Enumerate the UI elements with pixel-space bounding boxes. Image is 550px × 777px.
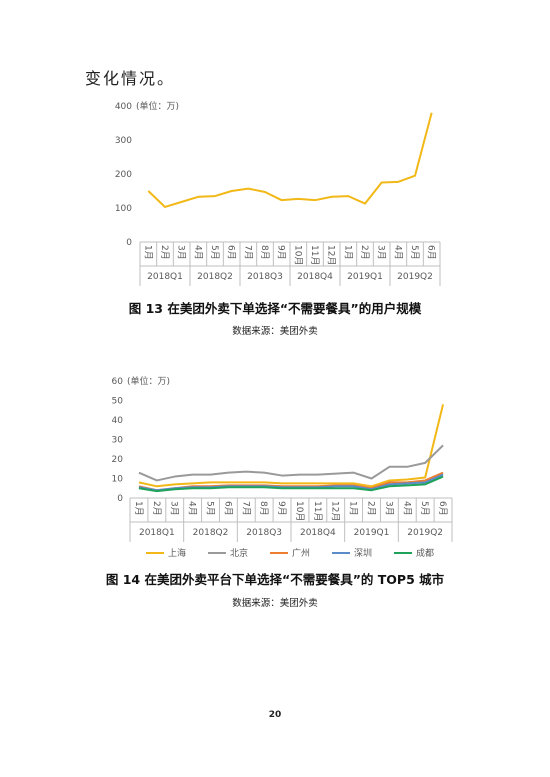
- x-tick-label: 8月: [258, 501, 269, 516]
- legend-label: 上海: [168, 547, 186, 559]
- y-tick-label: 0: [117, 494, 123, 504]
- line-series: [138, 404, 445, 488]
- x-tick-label: 10月: [292, 245, 303, 265]
- y-tick-label: 40: [112, 416, 124, 426]
- group-label: 2018Q4: [300, 528, 336, 538]
- chart-caption: 图 13 在美团外卖下单选择“不需要餐具”的用户规模: [129, 301, 422, 316]
- x-tick-label: 4月: [392, 245, 403, 260]
- group-label: 2019Q1: [347, 272, 383, 282]
- x-tick-label: 6月: [226, 245, 237, 260]
- chart-source: 数据来源：美团外卖: [232, 325, 318, 337]
- x-tick-label: 11月: [312, 501, 323, 521]
- y-tick-label: 30: [112, 436, 124, 446]
- x-tick-label: 3月: [169, 501, 180, 516]
- x-tick-label: 3月: [383, 501, 394, 516]
- group-label: 2018Q2: [197, 272, 233, 282]
- x-tick-label: 2月: [151, 501, 162, 516]
- line-series: [147, 112, 433, 208]
- chart-source: 数据来源：美团外卖: [232, 597, 318, 609]
- y-tick-label: 20: [112, 455, 124, 465]
- y-tick-label: 200: [115, 170, 132, 180]
- x-tick-label: 5月: [209, 245, 220, 260]
- legend-label: 北京: [230, 547, 248, 559]
- y-tick-label: 60: [112, 377, 124, 387]
- x-tick-label: 4月: [192, 245, 203, 260]
- group-label: 2019Q2: [397, 272, 433, 282]
- x-tick-label: 6月: [426, 245, 437, 260]
- group-label: 2018Q1: [139, 528, 175, 538]
- x-tick-label: 6月: [222, 501, 233, 516]
- group-label: 2019Q2: [407, 528, 443, 538]
- y-tick-label: 0: [126, 238, 132, 248]
- y-tick-label: 300: [115, 136, 132, 146]
- x-tick-label: 2月: [159, 245, 170, 260]
- x-tick-label: 6月: [437, 501, 448, 516]
- x-tick-label: 9月: [276, 501, 287, 516]
- intro-text: 变化情况。: [85, 69, 175, 88]
- x-tick-label: 2月: [359, 245, 370, 260]
- x-tick-label: 5月: [409, 245, 420, 260]
- line-series: [138, 444, 444, 482]
- x-tick-label: 11月: [309, 245, 320, 265]
- legend-label: 深圳: [354, 548, 372, 559]
- x-tick-label: 8月: [259, 245, 270, 260]
- group-label: 2019Q1: [354, 528, 390, 538]
- group-label: 2018Q4: [297, 272, 333, 282]
- x-tick-label: 12月: [330, 501, 341, 521]
- x-tick-label: 1月: [348, 501, 359, 516]
- x-tick-label: 5月: [205, 501, 216, 516]
- x-tick-label: 10月: [294, 501, 305, 521]
- unit-label: (单位：万): [136, 100, 179, 112]
- group-label: 2018Q1: [147, 272, 183, 282]
- x-tick-label: 3月: [176, 245, 187, 260]
- y-tick-label: 10: [112, 475, 124, 485]
- chart-caption: 图 14 在美团外卖平台下单选择“不需要餐具”的 TOP5 城市: [106, 572, 445, 587]
- x-tick-label: 2月: [366, 501, 377, 516]
- x-tick-label: 4月: [187, 501, 198, 516]
- line-series: [138, 475, 444, 493]
- x-tick-label: 1月: [142, 245, 153, 260]
- legend-label: 成都: [416, 547, 434, 559]
- y-tick-label: 100: [115, 204, 132, 214]
- group-label: 2018Q3: [246, 528, 282, 538]
- x-tick-label: 7月: [242, 245, 253, 260]
- x-tick-label: 1月: [342, 245, 353, 260]
- group-label: 2018Q3: [247, 272, 283, 282]
- x-tick-label: 5月: [419, 501, 430, 516]
- x-tick-label: 3月: [376, 245, 387, 260]
- group-label: 2018Q2: [193, 528, 229, 538]
- x-tick-label: 4月: [401, 501, 412, 516]
- page-number: 20: [269, 710, 282, 720]
- y-tick-label: 50: [112, 397, 124, 407]
- x-tick-label: 9月: [276, 245, 287, 260]
- unit-label: (单位：万): [127, 375, 170, 387]
- legend-label: 广州: [292, 547, 310, 559]
- x-tick-label: 7月: [240, 501, 251, 516]
- y-tick-label: 400: [115, 102, 132, 112]
- x-tick-label: 12月: [326, 245, 337, 265]
- x-tick-label: 1月: [133, 501, 144, 516]
